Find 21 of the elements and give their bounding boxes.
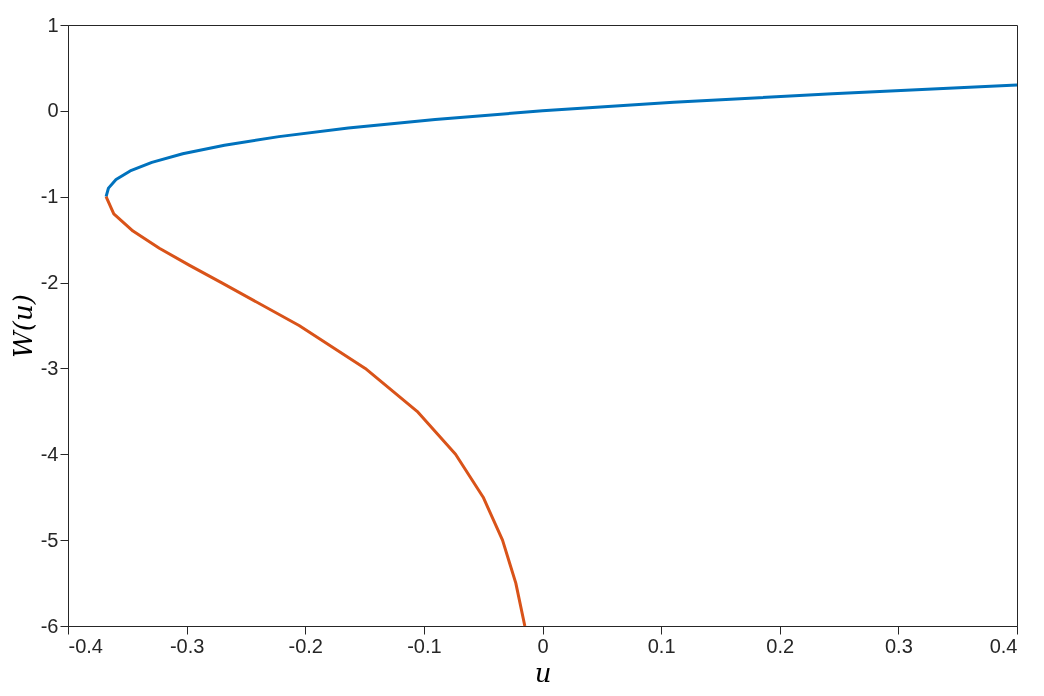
x-tick-label: 0 bbox=[537, 634, 549, 657]
y-tick-label: 1 bbox=[47, 13, 59, 36]
x-tick-label: -0.2 bbox=[288, 634, 323, 657]
line-series bbox=[104, 83, 1019, 199]
x-tick-label: 0.1 bbox=[647, 634, 676, 657]
x-tick-label: -0.4 bbox=[68, 634, 103, 657]
x-tick-label: 0.3 bbox=[884, 634, 913, 657]
y-tick-label: -3 bbox=[40, 356, 59, 379]
x-axis-title: u bbox=[534, 657, 552, 688]
y-tick-label: -1 bbox=[40, 185, 59, 208]
y-tick-label: -2 bbox=[40, 271, 59, 294]
x-tick-label: 0.2 bbox=[766, 634, 795, 657]
y-tick-label: -5 bbox=[40, 528, 59, 551]
y-tick-label: 0 bbox=[47, 99, 59, 122]
y-tick-label: -6 bbox=[40, 614, 59, 637]
line-series bbox=[104, 195, 527, 628]
y-axis-title: W(u) bbox=[7, 294, 38, 358]
y-tick-label: -4 bbox=[40, 442, 59, 465]
x-tick-label: -0.1 bbox=[407, 634, 442, 657]
x-tick-label: -0.3 bbox=[169, 634, 205, 657]
x-tick-label: 0.4 bbox=[989, 634, 1018, 657]
